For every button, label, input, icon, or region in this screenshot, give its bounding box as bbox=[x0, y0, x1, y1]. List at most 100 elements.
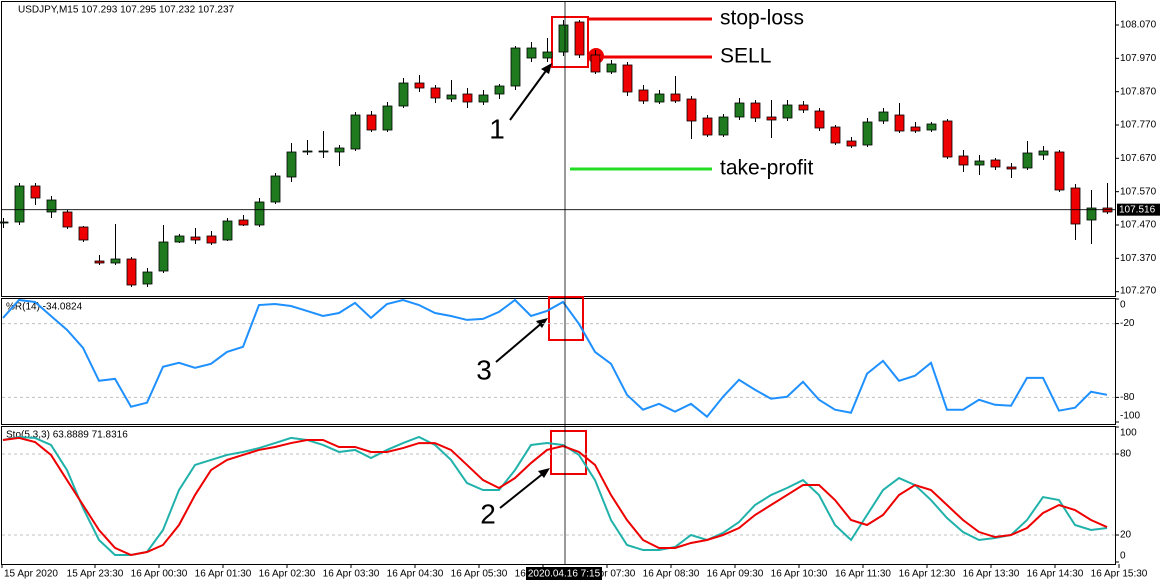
x-tick-label: 16 Apr 05:30 bbox=[451, 569, 508, 580]
x-tick-label: 16 Apr 10:30 bbox=[771, 569, 828, 580]
y-tick-label: 100 bbox=[1120, 428, 1137, 439]
trade-level-label: stop-loss bbox=[720, 7, 804, 30]
stoch-panel-frame bbox=[1, 426, 1116, 565]
y-tick-label: 107.570 bbox=[1120, 186, 1157, 197]
y-tick-label: -80 bbox=[1120, 392, 1135, 403]
candle-body bbox=[590, 54, 601, 73]
candle-body bbox=[702, 117, 713, 136]
y-tick-label: 107.770 bbox=[1120, 120, 1157, 131]
arrow bbox=[509, 67, 549, 121]
candle-body bbox=[510, 47, 521, 87]
x-tick-label: 16 Apr 01:30 bbox=[195, 569, 252, 580]
candle-body bbox=[286, 151, 297, 178]
y-tick-label: -20 bbox=[1120, 318, 1135, 329]
candle-body bbox=[830, 126, 841, 144]
candle-body bbox=[926, 123, 937, 131]
candle-body bbox=[878, 111, 889, 122]
candle-body bbox=[78, 226, 89, 241]
candle-body bbox=[654, 93, 665, 103]
candle-body bbox=[366, 114, 377, 131]
candle-body bbox=[446, 94, 457, 100]
y-tick-label: 107.270 bbox=[1120, 286, 1157, 297]
candle-body bbox=[126, 258, 137, 286]
x-tick-label: 16 Apr 12:30 bbox=[899, 569, 956, 580]
annotation-number: 1 bbox=[489, 113, 505, 144]
stoch-box bbox=[550, 430, 587, 475]
trade-level-label: take-profit bbox=[720, 157, 814, 180]
candle-body bbox=[862, 121, 873, 146]
candle-body bbox=[334, 147, 345, 153]
entry-box bbox=[551, 16, 589, 68]
crosshair-time: 2020.04.16 7:15 bbox=[528, 569, 601, 580]
candle-body bbox=[142, 271, 153, 285]
x-tick-label: 16 Apr 07:30 bbox=[579, 569, 636, 580]
arrow-head bbox=[541, 63, 552, 74]
candle-body bbox=[158, 241, 169, 272]
candle-body bbox=[190, 236, 201, 241]
candle-body bbox=[574, 21, 585, 56]
time-label-box bbox=[526, 567, 602, 580]
y-tick-label: 108.070 bbox=[1120, 20, 1157, 31]
arrow bbox=[495, 321, 544, 363]
candle-body bbox=[638, 89, 649, 102]
candle-body bbox=[734, 102, 745, 118]
indicator-line bbox=[2, 298, 1108, 419]
wpr-box bbox=[548, 296, 584, 341]
candle-body bbox=[14, 185, 25, 223]
x-tick-label: 16 Apr 08:30 bbox=[643, 569, 700, 580]
candle-body bbox=[206, 235, 217, 244]
wpr-panel-frame bbox=[1, 298, 1116, 425]
x-tick-label: 16 Apr 00:30 bbox=[131, 569, 188, 580]
y-tick-label: 80 bbox=[1120, 449, 1132, 460]
candle-body bbox=[542, 51, 553, 59]
candle-body bbox=[1054, 151, 1065, 191]
candle-body bbox=[894, 114, 905, 132]
candle-body bbox=[414, 82, 425, 89]
candle-body bbox=[558, 24, 569, 53]
annotation-number: 2 bbox=[480, 498, 496, 529]
arrow-head bbox=[538, 468, 550, 478]
x-tick-label: 15 Apr 23:30 bbox=[67, 569, 124, 580]
candle-body bbox=[910, 126, 921, 132]
candle-body bbox=[1006, 166, 1017, 170]
candle-body bbox=[318, 150, 329, 153]
candle-body bbox=[990, 159, 1001, 168]
candle-body bbox=[350, 114, 361, 150]
candle-body bbox=[462, 93, 473, 103]
price-label-box bbox=[1117, 203, 1160, 216]
candle-body bbox=[382, 105, 393, 131]
candle-body bbox=[1038, 150, 1049, 156]
x-tick-label: 16 Apr 02:30 bbox=[259, 569, 316, 580]
candle-body bbox=[1070, 187, 1081, 225]
x-tick-label: 16 Apr 04:30 bbox=[387, 569, 444, 580]
x-tick-label: 16 Apr 14:30 bbox=[1027, 569, 1084, 580]
x-tick-label: 16 Apr 09:30 bbox=[707, 569, 764, 580]
candle-body bbox=[0, 221, 9, 224]
candle-body bbox=[222, 220, 233, 241]
candle-body bbox=[814, 110, 825, 129]
stoch-title: Sto(5,3,3) 63.8889 71.8316 bbox=[6, 430, 128, 441]
wpr-title: %R(14) -34.0824 bbox=[6, 302, 83, 313]
annotation-shapes bbox=[495, 16, 604, 509]
candle-body bbox=[478, 94, 489, 103]
candle-body bbox=[302, 150, 313, 153]
candle-body bbox=[846, 140, 857, 147]
candle-body bbox=[942, 120, 953, 158]
y-tick-label: -100 bbox=[1120, 411, 1140, 422]
candle-body bbox=[254, 201, 265, 226]
x-tick-label: 16 Apr 03:30 bbox=[323, 569, 380, 580]
arrow bbox=[499, 471, 546, 509]
candle-body bbox=[270, 175, 281, 203]
candle-body bbox=[606, 63, 617, 73]
candle-body bbox=[46, 199, 57, 213]
y-tick-label: 107.370 bbox=[1120, 253, 1157, 264]
candle-body bbox=[622, 64, 633, 93]
candle-body bbox=[1022, 152, 1033, 169]
y-tick-label: 20 bbox=[1120, 530, 1132, 541]
candle-body bbox=[62, 211, 73, 228]
candle-body bbox=[94, 260, 105, 264]
candle-body bbox=[782, 104, 793, 119]
candle-body bbox=[526, 47, 537, 59]
